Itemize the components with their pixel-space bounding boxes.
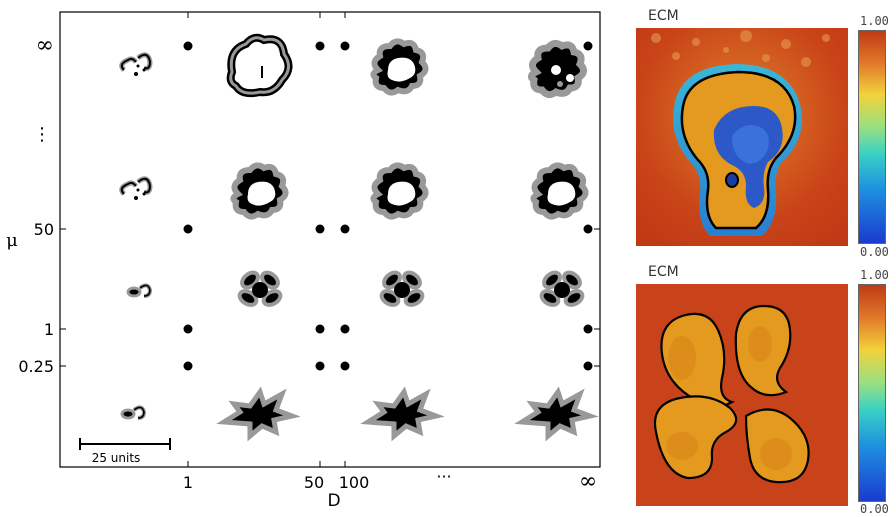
x-tick-1: 1 [183,473,193,492]
tumor-morphology-grid [122,33,590,436]
ecm-bottom-cb-max: 1.00 [860,268,889,282]
y-tick-0.25: 0.25 [18,357,54,376]
marker-dot [315,224,325,234]
ecm-bottom-colorbar [858,284,886,502]
ecm-top-cb-max: 1.00 [860,14,889,28]
tumor-shape-r2-c3 [373,165,425,216]
x-tick-100: 100 [339,473,370,492]
marker-dot [340,324,350,334]
x-axis-label: D [327,491,340,511]
plot-frame [59,11,601,468]
marker-dot [183,224,193,234]
ecm-bottom-title: ECM [648,264,679,280]
y-axis-label: μ [6,230,18,251]
ecm-top-cb-min: 0.00 [860,245,889,259]
ecm-bottom-cb-min: 0.00 [860,502,889,516]
marker-dot [583,324,593,334]
tumor-shape-r1-c2 [226,33,293,98]
marker-dot [183,41,193,51]
marker-dot [315,361,325,371]
x-tick-50: 50 [304,473,324,492]
marker-dot [340,361,350,371]
scale-bar: 25 units [79,438,171,465]
ecm-top-colorbar [858,30,886,244]
ecm-top-title: ECM [648,8,679,24]
marker-dot [583,361,593,371]
grid-markers [183,41,593,371]
ecm-top-heatmap [636,28,848,246]
parameter-grid-plot: ∞ ⋮ 50 1 0.25 μ 1 50 100 ··· ∞ D [6,11,601,511]
marker-dot [183,361,193,371]
marker-dot [583,41,593,51]
y-tick-ellipsis: ⋮ [33,124,51,145]
x-tick-ellipsis: ··· [436,467,451,486]
y-tick-inf: ∞ [36,33,54,58]
y-tick-1: 1 [44,320,54,339]
marker-dot [583,224,593,234]
tumor-shape-r2-c2 [233,165,285,216]
x-tick-inf: ∞ [579,469,597,494]
ecm-bottom-heatmap [636,284,848,506]
x-axis-ticks [187,12,346,467]
marker-dot [315,41,325,51]
tumor-shape-r2-c4 [533,165,585,216]
y-tick-50: 50 [34,220,54,239]
tumor-shape-r1-c3 [373,41,425,92]
marker-dot [183,324,193,334]
tumor-shape-r1-c4 [531,43,583,94]
marker-dot [315,324,325,334]
y-axis-ticks [60,228,600,367]
scale-bar-label: 25 units [92,451,141,465]
marker-dot [340,41,350,51]
marker-dot [340,224,350,234]
